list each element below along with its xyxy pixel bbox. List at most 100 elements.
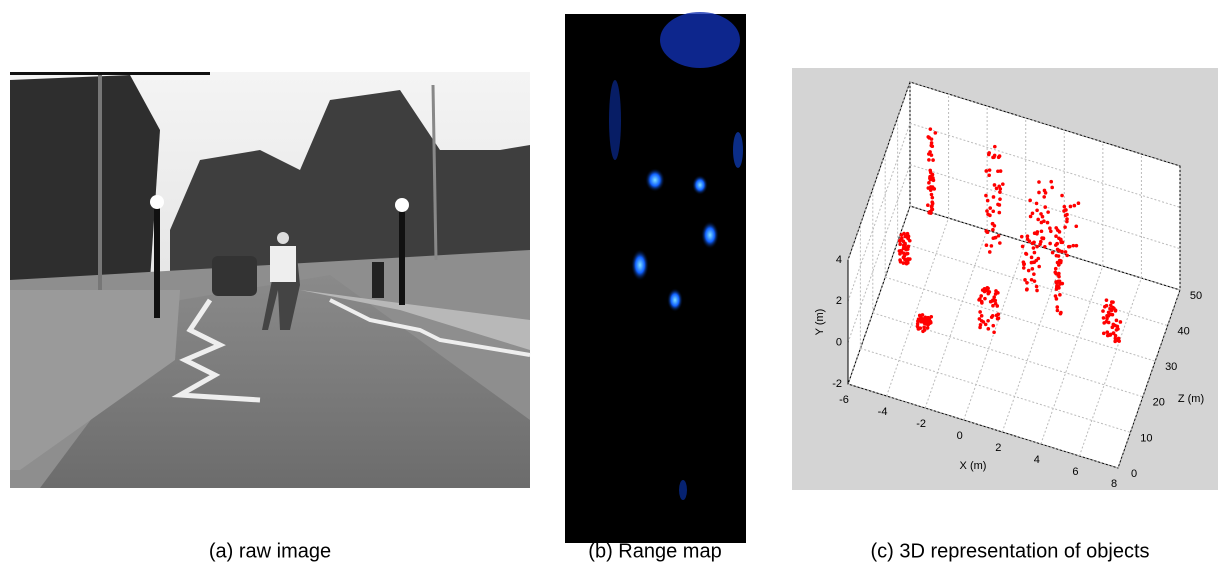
point: [1046, 210, 1050, 214]
point: [1063, 225, 1067, 229]
x-axis-label: X (m): [960, 460, 987, 472]
point: [1050, 186, 1054, 190]
point: [1059, 241, 1063, 245]
point: [1107, 321, 1111, 325]
y-tick-label: -2: [832, 378, 842, 390]
point: [1037, 191, 1041, 195]
point: [994, 289, 998, 293]
point: [920, 319, 924, 323]
point: [927, 181, 931, 185]
point: [1054, 280, 1058, 284]
point: [1043, 205, 1047, 209]
point: [930, 200, 934, 204]
point: [982, 320, 986, 324]
point: [1037, 180, 1041, 184]
point: [1074, 224, 1078, 228]
point: [991, 156, 995, 160]
point: [983, 297, 987, 301]
point: [1030, 261, 1034, 265]
point: [1039, 212, 1043, 216]
point: [988, 206, 992, 210]
point: [985, 209, 989, 213]
point: [988, 250, 992, 254]
point: [898, 238, 902, 242]
point: [1027, 269, 1031, 273]
point: [1102, 316, 1106, 320]
x-tick-label: -6: [839, 394, 849, 406]
point: [1037, 265, 1041, 269]
point: [1035, 285, 1039, 289]
point: [997, 184, 1001, 188]
point: [1021, 245, 1025, 249]
point: [1102, 321, 1106, 325]
point: [1111, 300, 1115, 304]
z-tick-label: 20: [1153, 397, 1165, 409]
point: [988, 168, 992, 172]
point: [997, 234, 1001, 238]
point: [1054, 267, 1058, 271]
figure: -6-4-20246801020304050-2024X (m)Z (m)Y (…: [0, 0, 1228, 574]
caption: (c) 3D representation of objects: [870, 540, 1149, 562]
point: [1105, 314, 1109, 318]
point: [984, 169, 988, 173]
point: [900, 233, 904, 237]
point: [1032, 246, 1036, 250]
point: [1064, 214, 1068, 218]
point: [1060, 194, 1064, 198]
point: [1040, 229, 1044, 233]
point: [1035, 232, 1039, 236]
point: [1059, 311, 1063, 315]
point: [1058, 282, 1062, 286]
point: [1030, 256, 1034, 260]
point: [1117, 337, 1121, 341]
point: [1068, 245, 1072, 249]
point: [1042, 237, 1046, 241]
point: [1115, 319, 1119, 323]
point: [1056, 309, 1060, 313]
point: [1035, 202, 1039, 206]
point: [904, 235, 908, 239]
point: [990, 244, 994, 248]
point: [1022, 266, 1026, 270]
z-tick-label: 0: [1131, 468, 1137, 480]
z-tick-label: 10: [1140, 432, 1152, 444]
point: [987, 173, 991, 177]
point: [1065, 220, 1069, 224]
point: [932, 187, 936, 191]
point: [1031, 267, 1035, 271]
point: [1049, 230, 1053, 234]
point: [1038, 242, 1042, 246]
point: [984, 194, 988, 198]
point: [991, 324, 995, 328]
point: [991, 228, 995, 232]
caption: (a) raw image: [209, 540, 331, 562]
point: [1001, 182, 1005, 186]
point: [1055, 254, 1059, 258]
point: [1077, 201, 1081, 205]
point: [1103, 305, 1107, 309]
point: [992, 295, 996, 299]
y-tick-label: 4: [836, 254, 842, 266]
point: [998, 211, 1002, 215]
x-tick-label: 4: [1034, 454, 1040, 466]
point: [1053, 270, 1057, 274]
point: [996, 203, 1000, 207]
point: [907, 245, 911, 249]
point: [993, 183, 997, 187]
point: [993, 224, 997, 228]
point: [1042, 195, 1046, 199]
point: [988, 290, 992, 294]
point: [1040, 221, 1044, 225]
y-tick-label: 0: [836, 337, 842, 349]
point: [929, 127, 933, 131]
point: [1109, 312, 1113, 316]
point: [1034, 259, 1038, 263]
point: [1072, 244, 1076, 248]
point: [996, 317, 1000, 321]
point: [985, 243, 989, 247]
point: [1026, 234, 1030, 238]
point: [1102, 332, 1106, 336]
point: [1051, 251, 1055, 255]
point: [931, 196, 935, 200]
